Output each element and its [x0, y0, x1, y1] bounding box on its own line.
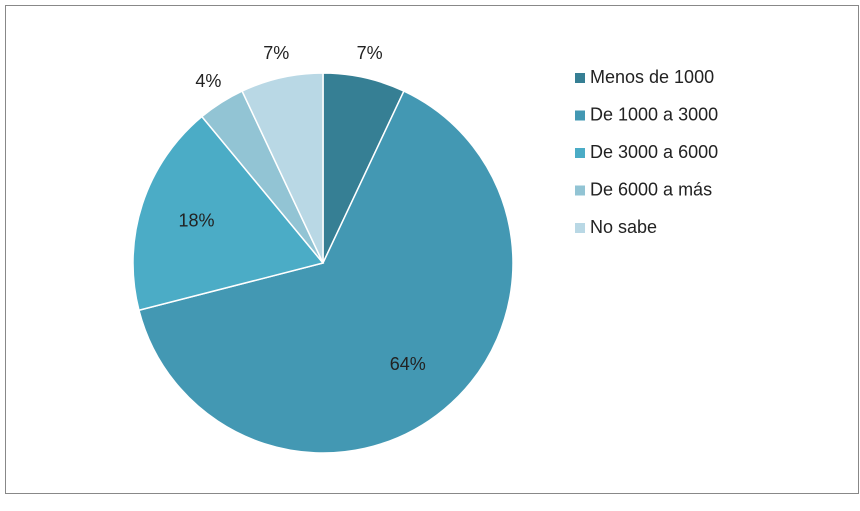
legend-label: De 1000 a 3000	[590, 104, 718, 124]
legend-label: De 3000 a 6000	[590, 142, 718, 162]
legend-label: No sabe	[590, 217, 657, 237]
data-label: 18%	[178, 211, 214, 231]
pie-slice	[138, 90, 514, 454]
data-label: 7%	[357, 43, 383, 63]
legend-swatch	[575, 223, 585, 233]
legend-swatch	[575, 73, 585, 83]
pie-slice	[132, 115, 325, 312]
data-label: 64%	[390, 354, 426, 374]
legend-label: De 6000 a más	[590, 179, 712, 199]
data-label: 7%	[263, 43, 289, 63]
pie-slice	[241, 72, 324, 264]
data-label: 4%	[195, 71, 221, 91]
legend-swatch	[575, 185, 585, 196]
legend-label: Menos de 1000	[590, 67, 714, 87]
legend-swatch	[575, 148, 585, 158]
legend-swatch	[575, 110, 585, 121]
